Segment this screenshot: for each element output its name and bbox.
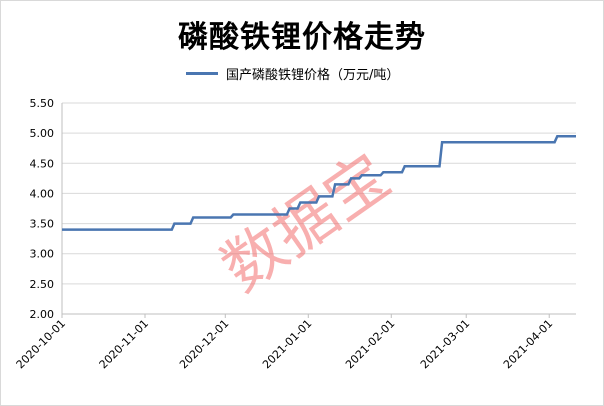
y-tick-label: 5.50 bbox=[30, 97, 55, 110]
x-tick-label: 2021-04-01 bbox=[501, 317, 555, 371]
chart-legend: 国产磷酸铁锂价格（万元/吨） bbox=[186, 64, 400, 83]
y-tick-label: 2.50 bbox=[30, 278, 55, 291]
x-tick-label: 2021-03-01 bbox=[418, 317, 472, 371]
x-tick-label: 2021-02-01 bbox=[343, 317, 397, 371]
y-tick-label: 2.00 bbox=[30, 308, 55, 321]
legend-label: 国产磷酸铁锂价格（万元/吨） bbox=[226, 67, 400, 83]
x-tick-label: 2020-12-01 bbox=[177, 317, 231, 371]
series-line bbox=[62, 134, 576, 231]
x-tick-label: 2021-01-01 bbox=[260, 317, 314, 371]
watermark: 数据宝 bbox=[209, 139, 403, 305]
y-tick-label: 3.00 bbox=[30, 248, 55, 261]
x-tick-label: 2020-11-01 bbox=[97, 317, 151, 371]
legend-swatch bbox=[186, 71, 218, 75]
chart-title: 磷酸铁锂价格走势 bbox=[178, 20, 426, 55]
y-tick-label: 5.00 bbox=[30, 127, 55, 140]
y-tick-label: 4.50 bbox=[30, 157, 55, 170]
x-tick-label: 2020-10-01 bbox=[14, 317, 68, 371]
y-tick-label: 4.00 bbox=[30, 187, 55, 200]
y-tick-label: 3.50 bbox=[30, 218, 55, 231]
